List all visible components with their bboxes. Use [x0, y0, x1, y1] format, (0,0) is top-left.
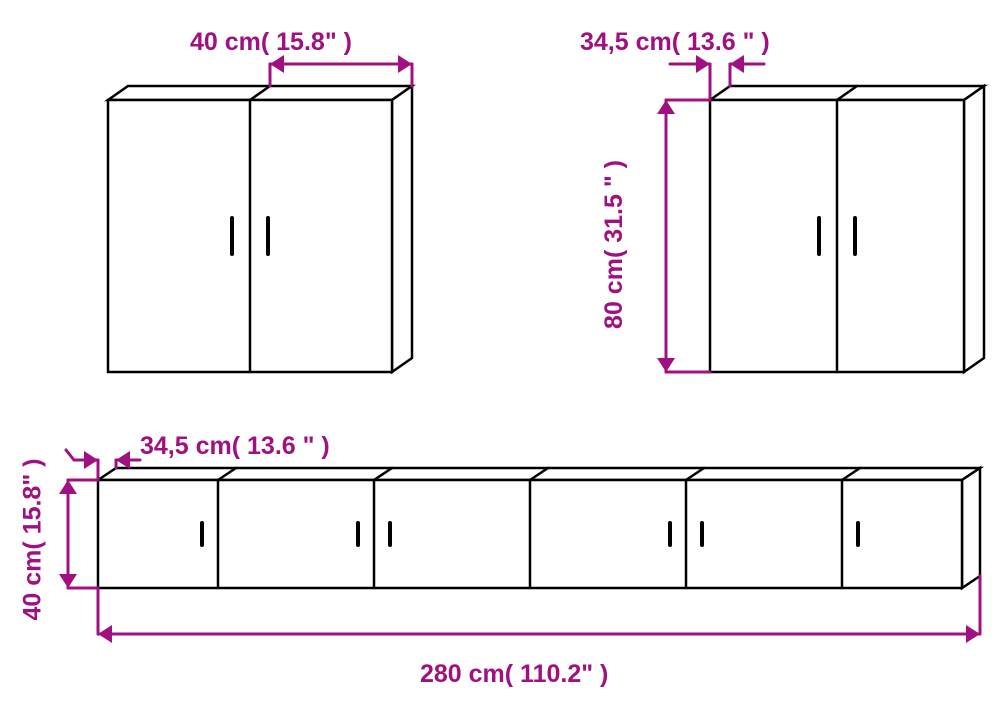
dim-lower-width: 280 cm( 110.2" ) — [420, 660, 608, 689]
dim-lower-depth: 34,5 cm( 13.6 " ) — [140, 432, 330, 461]
dim-top-left-width: 40 cm( 15.8" ) — [190, 28, 352, 57]
dim-lower-height: 40 cm( 15.8" ) — [18, 459, 47, 621]
dim-top-right-height: 80 cm( 31.5 " ) — [600, 160, 629, 329]
dim-top-right-depth: 34,5 cm( 13.6 " ) — [580, 28, 770, 57]
